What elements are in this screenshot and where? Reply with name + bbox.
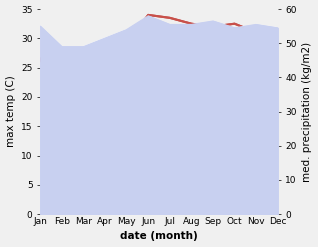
Y-axis label: max temp (C): max temp (C) bbox=[5, 76, 16, 147]
Y-axis label: med. precipitation (kg/m2): med. precipitation (kg/m2) bbox=[302, 41, 313, 182]
X-axis label: date (month): date (month) bbox=[120, 231, 198, 242]
